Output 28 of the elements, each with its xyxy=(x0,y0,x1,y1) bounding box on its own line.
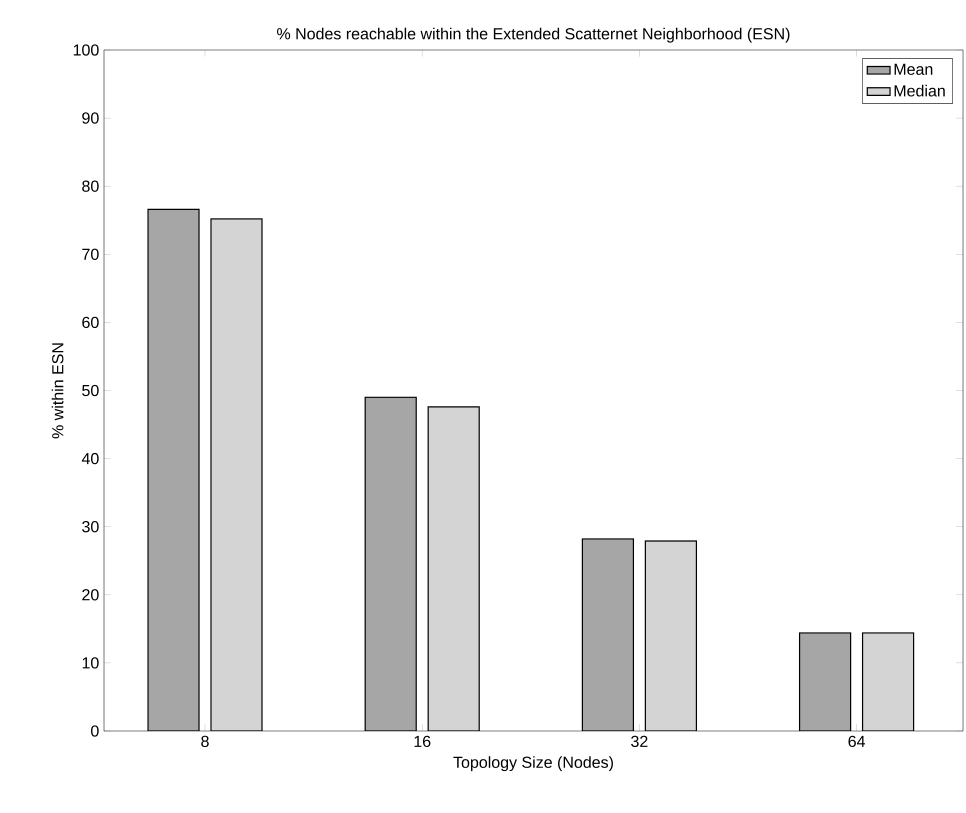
x-tick-label: 16 xyxy=(414,736,430,748)
bar xyxy=(798,632,852,731)
y-tick-label: 100 xyxy=(74,44,99,56)
y-tick-label: 20 xyxy=(82,589,99,600)
legend-label: Mean xyxy=(894,64,932,75)
y-tick-label: 30 xyxy=(82,521,99,532)
bar xyxy=(428,406,480,731)
x-tick-label: 64 xyxy=(848,736,866,748)
y-tick-label: 10 xyxy=(82,657,99,669)
y-tick-label: 80 xyxy=(82,180,99,192)
bar xyxy=(147,208,200,731)
x-axis-title: Topology Size (Nodes) xyxy=(453,756,613,772)
y-tick-label: 0 xyxy=(91,725,99,737)
y-tick-label: 40 xyxy=(82,452,99,464)
bar xyxy=(582,538,634,731)
chart-title: % Nodes reachable within the Extended Scatternet Neighborhood (ESN) xyxy=(277,28,790,43)
y-axis-title: % within ESN xyxy=(52,343,64,438)
y-tick-label: 50 xyxy=(82,384,99,396)
bar xyxy=(210,218,263,731)
x-tick-label: 32 xyxy=(631,736,648,748)
bar xyxy=(364,396,417,731)
y-tick-label: 90 xyxy=(82,112,99,124)
bar xyxy=(862,632,914,731)
legend-label: Median xyxy=(894,84,945,97)
bar xyxy=(644,540,698,731)
x-tick-label: 8 xyxy=(201,736,209,748)
y-tick-label: 70 xyxy=(82,248,99,260)
y-tick-label: 60 xyxy=(82,316,99,328)
